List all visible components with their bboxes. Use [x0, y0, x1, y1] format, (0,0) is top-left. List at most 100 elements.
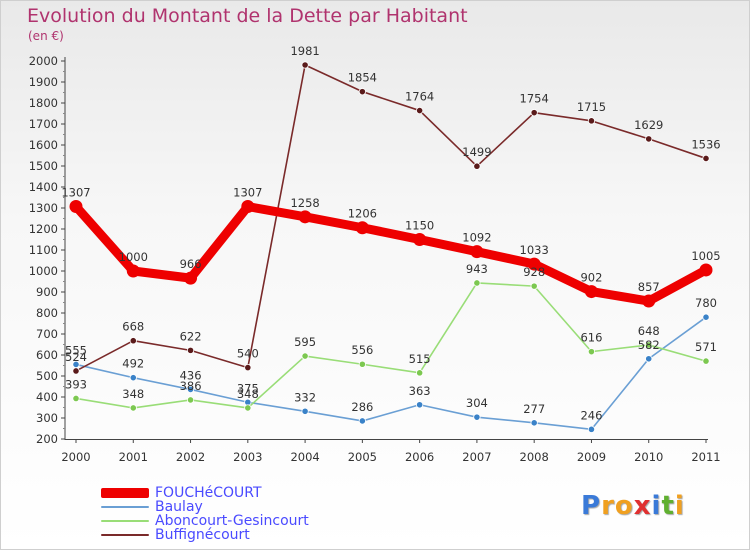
y-tick-label: 800 — [36, 306, 58, 320]
logo-letter: P — [581, 491, 602, 521]
chart-title: Evolution du Montant de la Dette par Hab… — [27, 5, 468, 27]
data-label-baulay: 363 — [409, 384, 431, 398]
data-label-fouch-court: 1258 — [290, 196, 319, 210]
y-tick-label: 1200 — [29, 222, 58, 236]
y-tick-label: 1500 — [29, 159, 58, 173]
data-point-buffign-court — [129, 337, 137, 345]
proxiti-logo: Proxiti — [581, 491, 685, 521]
data-label-buffign-court: 668 — [122, 320, 144, 334]
y-tick-label: 900 — [36, 285, 58, 299]
data-label-aboncourt-gesincourt: 393 — [65, 377, 87, 391]
data-label-fouch-court: 1033 — [520, 243, 549, 257]
data-point-buffign-court — [702, 154, 710, 163]
x-tick-label: 2003 — [233, 450, 262, 464]
data-label-fouch-court: 857 — [638, 280, 660, 294]
data-point-aboncourt-gesincourt — [587, 348, 596, 356]
data-label-buffign-court: 1536 — [691, 137, 720, 151]
y-tick-label: 1900 — [29, 75, 58, 89]
legend-swatch — [101, 534, 149, 536]
logo-letter: i — [674, 491, 685, 521]
data-label-baulay: 436 — [180, 368, 202, 382]
data-label-fouch-court: 1150 — [405, 219, 434, 233]
data-label-aboncourt-gesincourt: 556 — [351, 343, 373, 357]
x-tick-label: 2004 — [290, 450, 319, 464]
series-line-aboncourt-gesincourt — [75, 282, 707, 409]
y-tick-label: 700 — [36, 327, 58, 341]
y-tick-label: 1000 — [29, 264, 58, 278]
data-label-buffign-court: 1715 — [577, 100, 606, 114]
data-label-aboncourt-gesincourt: 348 — [237, 387, 259, 401]
data-point-aboncourt-gesincourt — [645, 341, 653, 349]
data-point-fouch-court — [413, 233, 427, 246]
data-label-baulay: 286 — [351, 400, 373, 414]
data-point-buffign-court — [358, 88, 366, 96]
data-point-baulay — [645, 355, 653, 363]
data-label-aboncourt-gesincourt: 348 — [122, 387, 144, 401]
y-tick-label: 1800 — [29, 96, 58, 110]
data-label-buffign-court: 1629 — [634, 118, 663, 132]
data-label-fouch-court: 1206 — [348, 207, 377, 221]
data-label-buffign-court: 1754 — [520, 92, 549, 106]
data-label-fouch-court: 1005 — [691, 249, 720, 263]
x-tick-label: 2009 — [577, 450, 606, 464]
data-point-fouch-court — [355, 221, 369, 235]
chart-subtitle: (en €) — [28, 29, 64, 43]
data-label-baulay: 277 — [523, 402, 545, 416]
data-point-buffign-court — [473, 162, 481, 170]
data-label-buffign-court: 1764 — [405, 90, 434, 104]
data-point-fouch-court — [584, 285, 598, 299]
series-line-baulay — [75, 316, 707, 431]
series-line-fouch-court — [71, 202, 711, 306]
data-point-baulay — [129, 374, 137, 382]
data-point-aboncourt-gesincourt — [416, 369, 424, 377]
y-tick-label: 300 — [36, 411, 58, 425]
logo-letter: o — [614, 491, 634, 521]
data-point-fouch-court — [470, 245, 484, 259]
data-label-buffign-court: 540 — [237, 347, 259, 361]
legend-swatch — [101, 488, 149, 498]
x-tick-label: 2001 — [119, 450, 148, 464]
legend-label: Baulay — [155, 499, 203, 515]
data-point-baulay — [530, 419, 538, 427]
y-tick-label: 1300 — [29, 201, 58, 215]
data-point-aboncourt-gesincourt — [358, 360, 366, 368]
data-point-fouch-court — [527, 257, 541, 271]
data-label-aboncourt-gesincourt: 928 — [523, 265, 545, 279]
y-tick-label: 1600 — [29, 138, 58, 152]
data-point-baulay — [473, 413, 481, 421]
data-label-aboncourt-gesincourt: 616 — [580, 331, 602, 345]
data-point-buffign-court — [186, 346, 195, 354]
logo-letter: x — [633, 491, 652, 521]
data-point-buffign-court — [587, 117, 596, 125]
data-point-aboncourt-gesincourt — [702, 357, 710, 365]
data-label-baulay: 492 — [122, 357, 144, 371]
data-point-aboncourt-gesincourt — [72, 394, 80, 403]
data-label-aboncourt-gesincourt: 515 — [409, 352, 431, 366]
data-point-baulay — [301, 407, 309, 415]
data-point-fouch-court — [298, 210, 312, 224]
data-point-aboncourt-gesincourt — [129, 404, 137, 412]
x-tick-label: 2010 — [634, 450, 663, 464]
data-label-baulay: 304 — [466, 396, 488, 410]
x-tick-label: 2005 — [348, 450, 377, 464]
y-tick-label: 1700 — [29, 117, 58, 131]
data-point-baulay — [186, 385, 195, 394]
legend-label: Aboncourt-Gesincourt — [155, 513, 309, 529]
data-point-buffign-court — [530, 109, 538, 117]
data-label-buffign-court: 1854 — [348, 71, 377, 85]
data-label-aboncourt-gesincourt: 943 — [466, 262, 488, 276]
data-point-buffign-court — [416, 106, 424, 115]
data-label-baulay: 246 — [580, 408, 602, 422]
data-label-aboncourt-gesincourt: 648 — [638, 324, 660, 338]
data-point-buffign-court — [72, 367, 80, 375]
data-label-baulay: 375 — [237, 381, 259, 395]
data-label-baulay: 555 — [65, 343, 87, 357]
data-point-aboncourt-gesincourt — [301, 352, 309, 360]
data-label-aboncourt-gesincourt: 386 — [180, 379, 202, 393]
data-label-aboncourt-gesincourt: 595 — [294, 335, 316, 349]
data-point-fouch-court — [184, 271, 198, 285]
y-tick-label: 1400 — [29, 180, 58, 194]
logo-letter: i — [651, 491, 662, 521]
data-point-baulay — [358, 417, 366, 425]
